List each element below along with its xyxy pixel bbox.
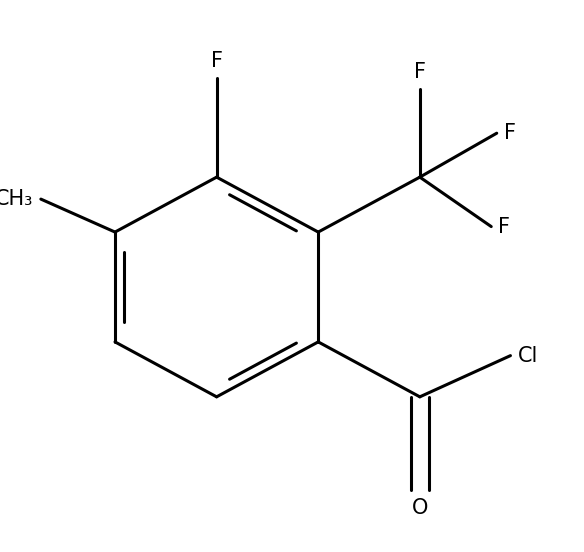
Text: F: F (414, 62, 426, 82)
Text: F: F (211, 51, 223, 71)
Text: O: O (412, 498, 428, 518)
Text: CH₃: CH₃ (0, 189, 34, 209)
Text: F: F (504, 123, 516, 143)
Text: Cl: Cl (517, 346, 538, 365)
Text: F: F (498, 216, 510, 237)
